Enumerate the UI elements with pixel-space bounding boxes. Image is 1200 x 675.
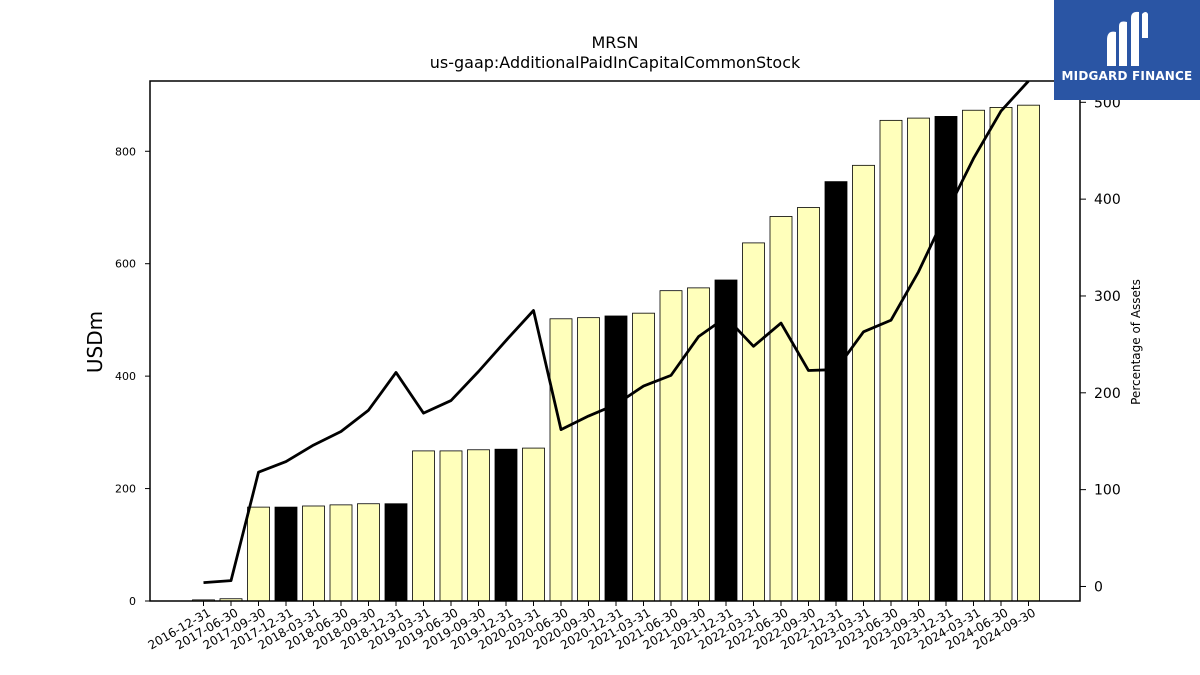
bar-2018-03-31 [302, 505, 325, 602]
y2-axis-label: Percentage of Assets [1129, 279, 1143, 405]
logo-mark-icon [1107, 11, 1148, 66]
bar-2021-03-31 [632, 312, 655, 602]
bar-2021-09-30 [687, 287, 710, 602]
bar-2019-12-31 [494, 448, 518, 602]
chart-subtitle: us-gaap:AdditionalPaidInCapitalCommonSto… [430, 53, 801, 72]
bar-2017-12-31 [274, 506, 298, 602]
bar-2020-03-31 [522, 447, 545, 602]
y-tick-label: 200 [115, 483, 136, 496]
x-axis: 2016-12-312017-06-302017-09-302017-12-31… [146, 601, 1038, 652]
bar-2023-06-30 [879, 119, 903, 602]
bar-2018-06-30 [329, 504, 353, 602]
bars-group [192, 104, 1040, 602]
bar-2020-06-30 [549, 318, 573, 602]
bar-2018-12-31 [384, 503, 408, 602]
bar-2023-03-31 [852, 164, 875, 602]
bar-2023-12-31 [934, 116, 958, 602]
bar-2024-06-30 [989, 107, 1013, 602]
bar-2022-03-31 [742, 242, 765, 602]
bar-2017-09-30 [247, 506, 270, 602]
bar-2019-09-30 [467, 449, 490, 602]
y-tick-label: 0 [129, 595, 136, 608]
bar-2022-12-31 [824, 181, 848, 602]
bar-2020-12-31 [604, 315, 628, 602]
y-tick-label: 600 [115, 258, 136, 271]
plot-frame [149, 80, 1081, 602]
y-axis-label: USDm [83, 311, 107, 373]
left-axis: 0 200 400 600 800 [115, 145, 150, 608]
bar-2020-09-30 [577, 317, 600, 602]
bar-2019-06-30 [439, 450, 463, 602]
y2-tick-label: 100 [1094, 483, 1121, 499]
bar-2022-06-30 [769, 216, 793, 602]
bar-2021-12-31 [714, 279, 738, 602]
chart-title: MRSN [591, 33, 638, 52]
midgard-finance-logo: MIDGARD FINANCE [1054, 0, 1200, 100]
bar-2022-09-30 [797, 207, 820, 602]
percentage-of-assets-line [203, 81, 1030, 584]
bar-2018-09-30 [357, 503, 380, 602]
y2-tick-label: 200 [1094, 386, 1121, 402]
y-tick-label: 800 [115, 145, 136, 158]
bar-2023-09-30 [907, 117, 930, 602]
y2-tick-label: 400 [1094, 192, 1121, 208]
bar-2024-03-31 [962, 109, 985, 602]
bar-2021-06-30 [659, 290, 683, 602]
y2-tick-label: 300 [1094, 289, 1121, 305]
logo-text: MIDGARD FINANCE [1061, 69, 1193, 83]
line-group [203, 81, 1030, 584]
bar-2024-09-30 [1017, 104, 1040, 602]
y-tick-label: 400 [115, 370, 136, 383]
y2-tick-label: 0 [1094, 579, 1103, 595]
bar-2019-03-31 [412, 450, 435, 602]
